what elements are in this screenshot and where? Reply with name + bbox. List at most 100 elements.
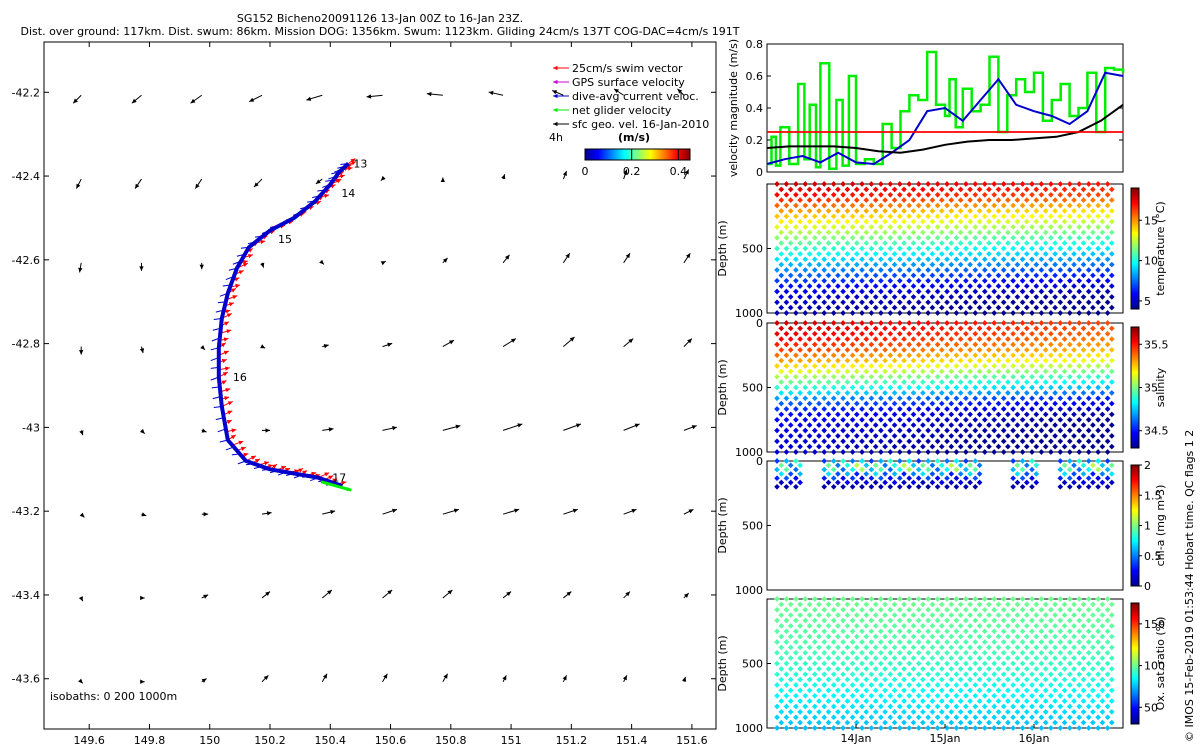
profile-point (802, 660, 809, 667)
dac-vector (261, 468, 271, 471)
profile-point (915, 682, 922, 688)
profile-point (1023, 666, 1030, 672)
profile-point (953, 483, 960, 490)
profile-point (835, 422, 841, 428)
profile-point (835, 379, 841, 385)
profile-colorbar (1130, 602, 1140, 725)
profile-point (976, 623, 983, 629)
profile-point (1099, 272, 1106, 279)
profile-point (849, 671, 856, 678)
profile-point (915, 628, 922, 635)
profile-point (1000, 384, 1007, 391)
profile-point (986, 197, 992, 203)
profile-point (938, 229, 945, 236)
profile-point (1048, 256, 1054, 263)
profile-point (844, 229, 851, 236)
profile-point (859, 596, 865, 602)
profile-point (944, 384, 950, 391)
profile-point (906, 438, 913, 445)
profile-point (1042, 709, 1049, 715)
profile-point (976, 390, 983, 396)
profile-point (929, 666, 936, 672)
profile-point (920, 443, 926, 450)
map-y-tick-label: -42.2 (12, 86, 40, 99)
profile-point (953, 352, 960, 359)
profile-point (967, 479, 973, 486)
profile-point (835, 336, 841, 342)
profile-point (1029, 416, 1035, 423)
profile-point (774, 288, 780, 295)
profile-point (783, 341, 790, 348)
profile-point (806, 229, 813, 236)
profile-point (1029, 373, 1035, 380)
profile-point (920, 471, 926, 477)
geostrophic-vector-head (139, 348, 145, 354)
profile-point (1061, 357, 1068, 364)
profile-point (953, 682, 960, 688)
profile-point (1076, 395, 1083, 402)
dac-vector (211, 386, 220, 389)
profile-point (816, 272, 822, 279)
profile-point (967, 612, 973, 618)
profile-point (787, 719, 794, 726)
profile-point (793, 639, 799, 645)
profile-point (830, 606, 837, 613)
swim-vector-head (341, 480, 347, 485)
profile-point (1085, 213, 1092, 220)
profile-point (1104, 628, 1111, 635)
profile-point (1042, 357, 1049, 364)
profile-point (891, 368, 898, 375)
profile-point (1033, 666, 1040, 672)
profile-point (991, 245, 998, 252)
profile-point (938, 601, 945, 608)
profile-point (1071, 443, 1077, 450)
profile-point (1066, 384, 1073, 391)
profile-point (934, 466, 941, 473)
profile-point (963, 606, 969, 613)
profile-point (1061, 283, 1068, 289)
profile-y-tick-label: 500 (742, 658, 763, 671)
profile-point (1099, 433, 1106, 439)
profile-point (882, 272, 888, 279)
profile-point (906, 692, 913, 699)
profile-point (972, 596, 979, 602)
profile-point (793, 406, 799, 412)
profile-point (915, 288, 922, 295)
profile-point (1033, 601, 1040, 608)
profile-point (835, 390, 841, 396)
dac-vector (285, 472, 295, 476)
profile-point (797, 251, 803, 257)
profile-point (934, 267, 941, 273)
profile-point (972, 299, 979, 306)
profile-point (920, 433, 926, 439)
profile-point (981, 277, 988, 284)
profile-point (1038, 181, 1045, 187)
profile-point (1090, 347, 1096, 353)
profile-point (1057, 483, 1064, 490)
profile-point (821, 245, 828, 252)
profile-point (891, 644, 898, 651)
profile-point (844, 357, 851, 364)
profile-point (835, 229, 841, 236)
profile-point (778, 666, 785, 672)
profile-point (896, 649, 903, 656)
profile-point (938, 655, 945, 661)
profile-point (1000, 416, 1007, 423)
profile-point (891, 601, 898, 608)
profile-point (948, 400, 955, 407)
profile-point (849, 628, 856, 635)
profile-point (887, 438, 894, 445)
profile-point (787, 197, 794, 203)
profile-point (910, 462, 917, 469)
profile-point (849, 310, 856, 316)
profile-point (1042, 422, 1049, 428)
profile-point (957, 471, 964, 477)
profile-point (901, 240, 907, 246)
profile-point (778, 633, 785, 640)
profile-point (1066, 181, 1073, 187)
dac-vector (300, 206, 309, 210)
profile-point (1014, 261, 1021, 268)
profile-point (849, 267, 856, 273)
profile-point (1052, 294, 1058, 300)
profile-point (1080, 644, 1087, 651)
